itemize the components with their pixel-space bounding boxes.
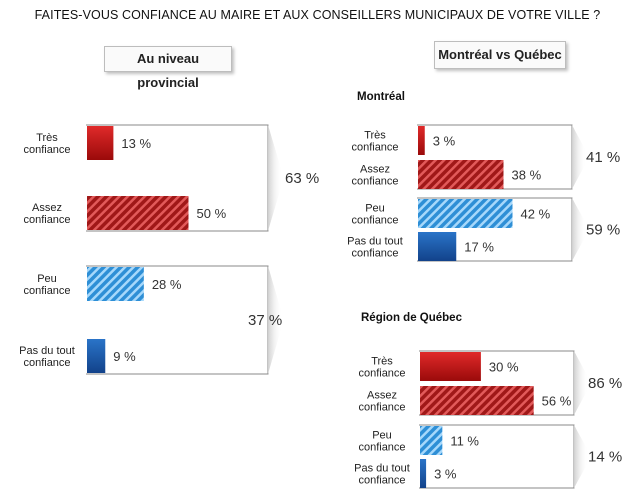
category-label: Pas du tout confiance xyxy=(354,463,410,487)
panel-provincial-label: Au niveau provincial xyxy=(104,46,232,90)
chart-quebec: 86 % 14 % 30 % Très confiance 56 % Assez confia… xyxy=(354,350,622,489)
category-label: Pas du tout confiance xyxy=(19,345,75,369)
bar-assez xyxy=(420,386,534,415)
group-brace xyxy=(574,351,588,415)
value-label: 13 % xyxy=(121,136,151,151)
bar-peu xyxy=(87,267,144,301)
group-brace xyxy=(268,125,282,231)
value-label: 11 % xyxy=(450,434,479,449)
value-label: 42 % xyxy=(521,207,551,222)
category-label: Assez confiance xyxy=(351,164,398,188)
bar-tres xyxy=(420,352,481,381)
group-brace xyxy=(572,125,586,189)
value-label: 17 % xyxy=(464,240,494,255)
bar-tres xyxy=(87,126,114,160)
value-label: 38 % xyxy=(512,168,542,183)
category-label: Peu confiance xyxy=(23,273,70,297)
group-brace xyxy=(268,266,282,374)
category-label: Assez confiance xyxy=(358,390,405,414)
bar-peu xyxy=(418,199,513,228)
group-total-label: 86 % xyxy=(588,375,622,392)
bar-tres xyxy=(418,126,425,155)
category-label: Peu confiance xyxy=(351,203,398,227)
value-label: 3 % xyxy=(434,467,457,482)
bar-assez xyxy=(418,160,504,189)
panel-comparison-label: Montréal vs Québec xyxy=(434,41,566,69)
section-montreal-label: Montréal xyxy=(357,91,405,103)
group-total-label: 37 % xyxy=(248,312,282,329)
category-label: Très confiance xyxy=(23,132,70,156)
value-label: 28 % xyxy=(152,277,182,292)
value-label: 50 % xyxy=(197,206,227,221)
category-label: Très confiance xyxy=(358,356,405,380)
value-label: 9 % xyxy=(113,349,136,364)
bar-pasdutout xyxy=(420,459,427,488)
category-label: Très confiance xyxy=(351,130,398,154)
section-quebec-label: Région de Québec xyxy=(361,312,462,324)
group-total-label: 59 % xyxy=(586,222,620,239)
chart-provincial: 63 % 37 % 13 % Très confiance 50 % Assez confia… xyxy=(19,124,319,375)
bar-pasdutout xyxy=(87,339,106,373)
group-total-label: 63 % xyxy=(285,170,319,187)
value-label: 3 % xyxy=(433,134,456,149)
group-brace xyxy=(574,425,588,488)
group-total-label: 41 % xyxy=(586,149,620,166)
category-label: Assez confiance xyxy=(23,202,70,226)
category-label: Peu confiance xyxy=(358,430,405,454)
bar-pasdutout xyxy=(418,232,457,261)
value-label: 30 % xyxy=(489,360,519,375)
chart-title: FAITES-VOUS CONFIANCE AU MAIRE ET AUX CO… xyxy=(34,8,601,22)
group-total-label: 14 % xyxy=(588,449,622,466)
category-label: Pas du tout confiance xyxy=(347,236,403,260)
chart-montreal: 41 % 59 % 3 % Très confiance 38 % Assez confian… xyxy=(347,124,620,262)
value-label: 56 % xyxy=(542,394,572,409)
bar-assez xyxy=(87,196,189,230)
group-brace xyxy=(572,198,586,261)
bar-peu xyxy=(420,426,443,455)
